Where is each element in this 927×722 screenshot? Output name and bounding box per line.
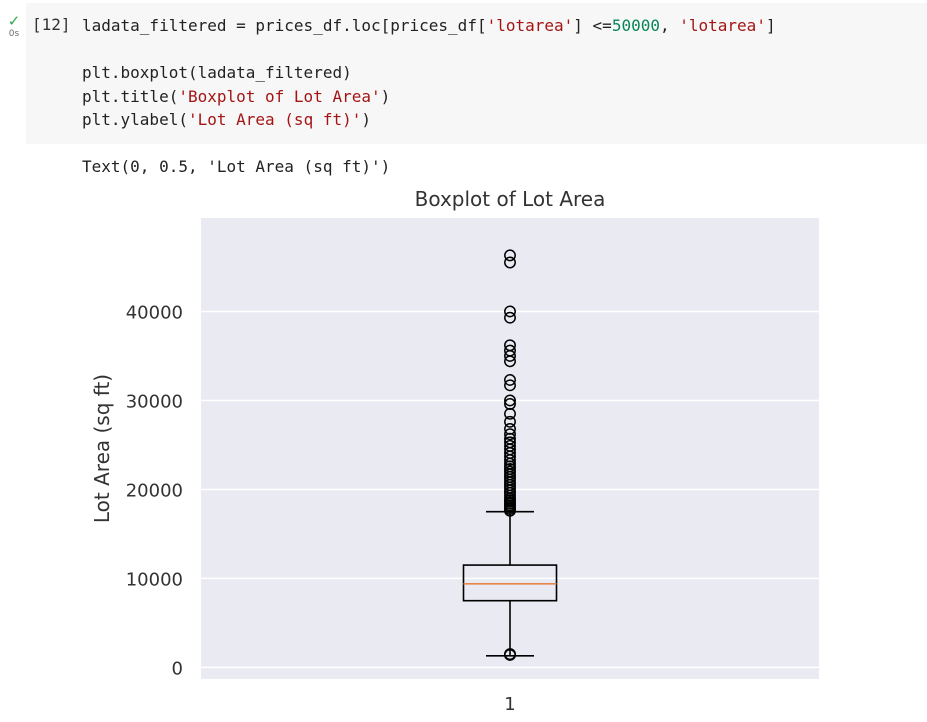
code-token: ) (380, 86, 391, 106)
code-string-literal: 'lotarea' (486, 16, 574, 35)
code-token: plt.ylabel( (82, 110, 188, 129)
y-tick-label: 20000 (126, 480, 183, 501)
y-tick-label: 30000 (126, 391, 183, 412)
run-status[interactable]: ✓ 0s (4, 12, 24, 40)
execution-count: [12] (32, 15, 71, 34)
outlier-point (504, 311, 516, 324)
code-token: , (659, 16, 680, 35)
code-string-literal: 'Lot Area (sq ft)' (187, 110, 362, 129)
code-token: ] (765, 16, 776, 35)
code-token: ) (361, 110, 371, 129)
code-string-literal: 'Boxplot of Lot Area' (178, 86, 381, 106)
outlier-point (504, 249, 516, 262)
outlier-point (504, 256, 516, 269)
code-line: plt.ylabel('Lot Area (sq ft)') (82, 108, 776, 132)
outlier-point (504, 648, 516, 661)
outlier-point (504, 305, 516, 318)
code-line: plt.boxplot(ladata_filtered) (82, 61, 776, 85)
code-cell[interactable] (26, 3, 927, 144)
boxplot-chart: 0 10000 20000 30000 40000 1 Boxplot of Lot Are… (90, 187, 819, 715)
y-tick-label: 40000 (126, 302, 183, 323)
code-token: plt.title( (82, 86, 179, 106)
code-line (82, 38, 776, 62)
code-token: plt.boxplot(ladata_filtered) (82, 63, 352, 82)
outlier-point (504, 379, 516, 392)
code-token: ] <= (573, 16, 612, 35)
outlier-point (504, 439, 516, 452)
y-tick-label: 0 (172, 658, 183, 679)
outlier-point (504, 394, 516, 407)
outlier-point (504, 436, 516, 449)
run-time: 0s (8, 29, 20, 39)
outlier-point (504, 415, 516, 428)
outlier-point (504, 339, 516, 352)
y-tick-label: 10000 (126, 569, 183, 590)
code-number-literal: 50000 (611, 16, 660, 35)
code-string-literal: 'lotarea' (679, 16, 766, 35)
code-line: ladata_filtered = prices_df.loc[prices_d… (82, 14, 776, 38)
code-token: ladata_filtered = prices_df.loc[prices_d… (82, 16, 487, 35)
cell-output-text: Text(0, 0.5, 'Lot Area (sq ft)') (82, 157, 391, 176)
chart-title: Boxplot of Lot Area (415, 187, 606, 211)
code-line: plt.title('Boxplot of Lot Area') (82, 85, 776, 109)
x-tick-label: 1 (504, 694, 515, 715)
iqr-box (462, 564, 558, 602)
check-icon: ✓ (7, 12, 21, 30)
outlier-point (504, 344, 516, 357)
code-editor[interactable]: ladata_filtered = prices_df.loc[prices_d… (82, 14, 776, 132)
y-axis-label: Lot Area (sq ft) (90, 374, 114, 523)
outlier-point (504, 428, 516, 441)
outlier-point (504, 422, 516, 435)
outlier-point (504, 374, 516, 386)
outlier-point (504, 398, 516, 410)
